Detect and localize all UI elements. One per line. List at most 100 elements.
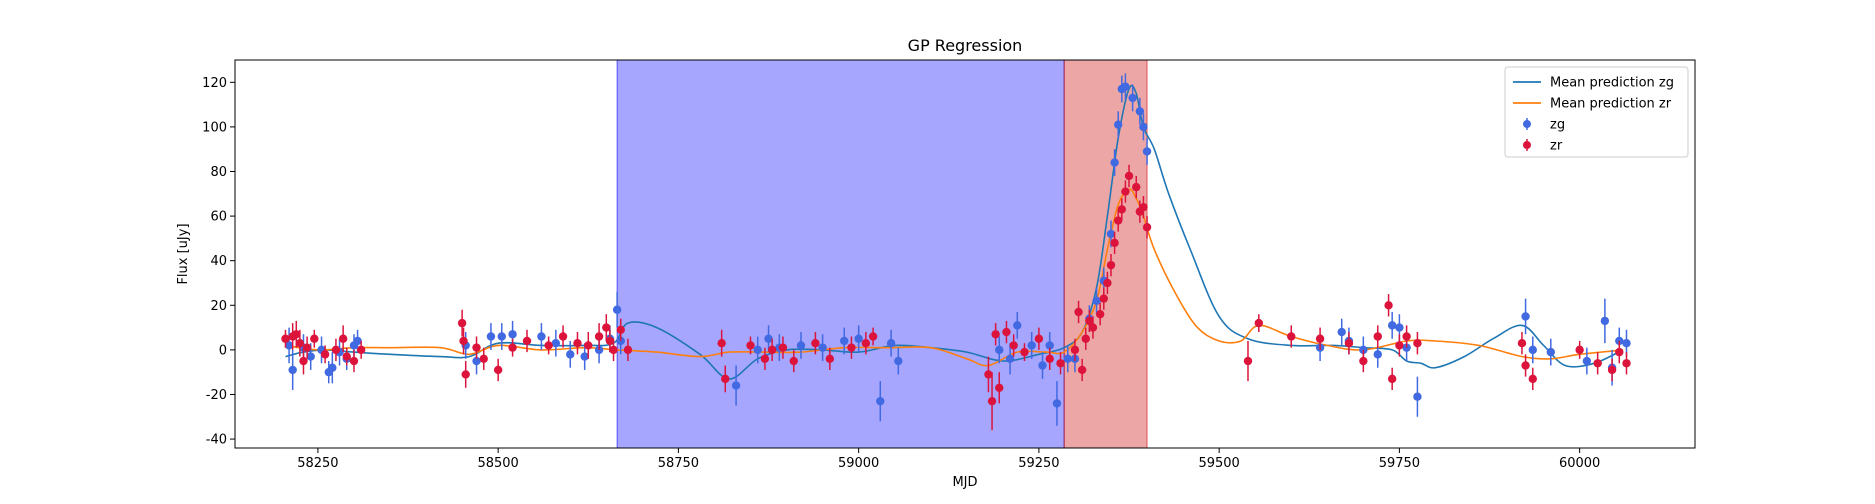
y-tick-label: -20	[206, 388, 227, 403]
data-point	[1344, 338, 1354, 348]
data-point	[1009, 341, 1018, 350]
series-line-zr	[285, 188, 1623, 367]
x-tick-label: 58500	[477, 456, 518, 471]
data-point	[320, 350, 330, 359]
data-point	[1063, 354, 1072, 364]
data-point	[1114, 216, 1123, 225]
data-point	[1020, 347, 1029, 357]
y-tick-label: 40	[210, 254, 227, 269]
data-point	[508, 343, 517, 352]
data-point	[299, 356, 308, 366]
data-point	[1132, 182, 1141, 192]
data-point	[868, 332, 878, 341]
data-point	[861, 338, 871, 348]
x-tick-label: 59000	[838, 456, 879, 471]
data-point	[1121, 82, 1130, 91]
legend-label: zg	[1550, 118, 1565, 133]
data-point	[544, 341, 553, 350]
data-point	[796, 341, 806, 350]
x-tick-label: 60000	[1559, 456, 1600, 471]
data-point	[1128, 93, 1137, 103]
data-point	[580, 352, 589, 361]
data-point	[558, 332, 568, 341]
data-point	[288, 365, 297, 375]
y-axis-label: Flux [uJy]	[176, 223, 191, 284]
data-point	[1005, 354, 1015, 364]
data-point	[1413, 392, 1422, 401]
legend-label: zr	[1550, 139, 1563, 154]
data-point	[717, 338, 726, 348]
x-axis-label: MJD	[952, 475, 977, 490]
data-point	[1013, 321, 1022, 330]
data-point	[1095, 310, 1105, 319]
data-point	[840, 336, 849, 346]
data-point	[537, 332, 546, 341]
data-point	[342, 352, 351, 361]
data-point	[1085, 316, 1094, 326]
data-point	[1045, 354, 1054, 364]
data-point	[1088, 323, 1098, 332]
shaded-region-2	[1063, 59, 1148, 449]
x-tick-label: 59750	[1379, 456, 1420, 471]
data-point	[1077, 365, 1087, 375]
data-point	[1517, 338, 1527, 348]
data-point	[609, 345, 618, 355]
data-point	[1117, 205, 1127, 214]
data-point	[731, 381, 741, 390]
data-point	[1110, 158, 1119, 167]
data-point	[995, 345, 1004, 355]
data-point	[472, 343, 481, 352]
y-axis-ticks: -40 -20 0 20 40 60 80 100 120	[202, 76, 235, 448]
data-point	[1600, 316, 1610, 326]
legend-marker-swatch	[1523, 120, 1531, 128]
data-point	[292, 330, 301, 339]
data-point	[1106, 229, 1116, 239]
data-point	[1546, 347, 1556, 357]
data-point	[886, 338, 896, 348]
y-tick-label: -40	[206, 433, 227, 448]
data-point	[987, 396, 997, 406]
x-axis-ticks: 58250 58500 58750 59000 59250 59500 59750 60000	[297, 448, 1600, 471]
data-point	[1622, 338, 1631, 348]
data-point	[1114, 120, 1123, 129]
data-point	[584, 341, 593, 350]
data-point	[284, 341, 294, 350]
data-point	[551, 338, 561, 348]
x-tick-label: 58750	[658, 456, 699, 471]
data-point	[1384, 301, 1393, 310]
data-point	[789, 356, 798, 366]
y-tick-label: 20	[210, 299, 227, 314]
y-tick-label: 100	[202, 120, 227, 135]
data-point	[1052, 399, 1062, 408]
data-point	[894, 356, 903, 366]
data-point	[353, 336, 362, 346]
data-point	[1142, 147, 1152, 156]
data-point	[1092, 296, 1101, 306]
data-point	[818, 343, 827, 352]
data-point	[508, 330, 517, 339]
data-point	[295, 338, 305, 348]
data-point	[760, 354, 770, 364]
data-point	[302, 343, 312, 352]
data-point	[1387, 321, 1397, 330]
data-point	[493, 365, 503, 375]
data-point	[1395, 323, 1404, 332]
data-point	[1074, 307, 1083, 317]
data-point	[721, 374, 730, 384]
data-point	[1528, 374, 1537, 384]
data-point	[1056, 359, 1065, 368]
data-point	[876, 396, 885, 406]
data-point	[1124, 171, 1134, 181]
data-point	[1139, 202, 1148, 212]
data-point	[1034, 334, 1044, 343]
data-point	[1373, 332, 1382, 341]
data-point	[349, 356, 359, 366]
data-point	[472, 356, 481, 366]
data-point	[764, 334, 773, 343]
data-point	[461, 370, 470, 379]
data-point	[984, 370, 993, 379]
data-point	[573, 338, 582, 348]
data-point	[522, 336, 532, 346]
data-point	[1103, 278, 1112, 288]
